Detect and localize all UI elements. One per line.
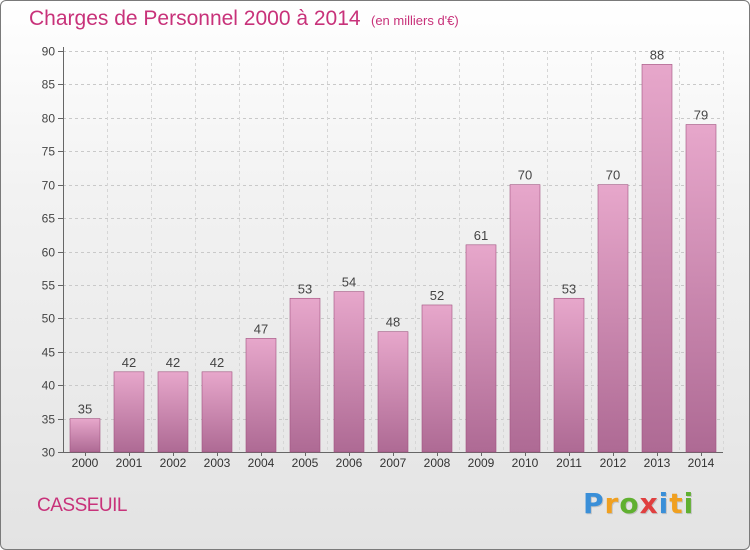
x-tick-label: 2001 xyxy=(116,456,143,470)
bar xyxy=(465,244,497,453)
chart-subtitle: (en milliers d'€) xyxy=(371,13,459,28)
proxiti-logo[interactable]: Proxiti xyxy=(583,487,694,520)
bar-value-label: 61 xyxy=(474,228,488,243)
bar-value-label: 70 xyxy=(518,168,532,183)
bar-value-label: 42 xyxy=(166,355,180,370)
x-tick-label: 2009 xyxy=(468,456,495,470)
commune-name: CASSEUIL xyxy=(37,495,127,516)
y-tick-label: 30 xyxy=(42,446,56,460)
bar xyxy=(597,184,629,453)
y-tick-label: 65 xyxy=(42,212,56,226)
x-tick-label: 2010 xyxy=(512,456,539,470)
x-tick-label: 2007 xyxy=(380,456,407,470)
bar xyxy=(69,418,101,453)
data-labels: 35 42 42 42 47 53 54 48 52 61 70 53 70 88 79 xyxy=(78,47,708,416)
bars xyxy=(69,64,717,453)
y-tick-label: 90 xyxy=(42,45,56,59)
bar-value-label: 88 xyxy=(650,47,664,62)
y-tick-label: 35 xyxy=(42,413,56,427)
bar xyxy=(641,64,673,453)
bar-value-label: 52 xyxy=(430,288,444,303)
x-tick-label: 2000 xyxy=(72,456,99,470)
logo-letter: t xyxy=(669,487,684,520)
y-tick-label: 75 xyxy=(42,145,56,159)
logo-letter: r xyxy=(604,487,620,520)
bar xyxy=(157,371,189,453)
logo-letter: x xyxy=(639,487,659,520)
logo-letter: i xyxy=(658,487,670,520)
x-tick-label: 2011 xyxy=(556,456,582,470)
bar-value-label: 53 xyxy=(298,281,312,296)
x-tick-label: 2002 xyxy=(160,456,187,470)
logo-letter: o xyxy=(619,487,640,520)
x-tick-label: 2013 xyxy=(644,456,671,470)
bar xyxy=(685,124,717,453)
bar-value-label: 48 xyxy=(386,315,400,330)
x-tick-label: 2003 xyxy=(204,456,231,470)
axes: 30 35 40 45 50 55 60 65 70 75 80 85 90 2000 2001 2002 20… xyxy=(42,45,723,470)
y-tick-label: 40 xyxy=(42,379,56,393)
y-tick-label: 70 xyxy=(42,179,56,193)
x-tick-label: 2008 xyxy=(424,456,451,470)
bar-value-label: 47 xyxy=(254,321,268,336)
y-tick-label: 50 xyxy=(42,312,56,326)
bar xyxy=(377,331,409,453)
y-tick-label: 45 xyxy=(42,346,56,360)
bar-value-label: 70 xyxy=(606,168,620,183)
bar xyxy=(245,338,277,453)
logo-letter: i xyxy=(683,487,695,520)
bar-value-label: 42 xyxy=(122,355,136,370)
bar xyxy=(289,297,321,453)
bar-value-label: 54 xyxy=(342,275,356,290)
x-tick-label: 2004 xyxy=(248,456,275,470)
bar-value-label: 79 xyxy=(694,108,708,123)
x-tick-label: 2012 xyxy=(600,456,627,470)
bar xyxy=(421,304,453,453)
x-tick-label: 2014 xyxy=(688,456,715,470)
y-tick-label: 55 xyxy=(42,279,56,293)
x-tick-label: 2005 xyxy=(292,456,319,470)
bar xyxy=(553,297,585,453)
logo-letter: P xyxy=(583,487,605,520)
chart-title: Charges de Personnel 2000 à 2014 xyxy=(29,7,361,30)
y-tick-label: 85 xyxy=(42,78,56,92)
bar-value-label: 42 xyxy=(210,355,224,370)
x-tick-label: 2006 xyxy=(336,456,363,470)
bar xyxy=(201,371,233,453)
bar xyxy=(509,184,541,453)
bar-value-label: 35 xyxy=(78,402,92,417)
bar-value-label: 53 xyxy=(562,281,576,296)
y-tick-label: 60 xyxy=(42,246,56,260)
bar xyxy=(113,371,145,453)
bar xyxy=(333,291,365,453)
y-tick-label: 80 xyxy=(42,112,56,126)
